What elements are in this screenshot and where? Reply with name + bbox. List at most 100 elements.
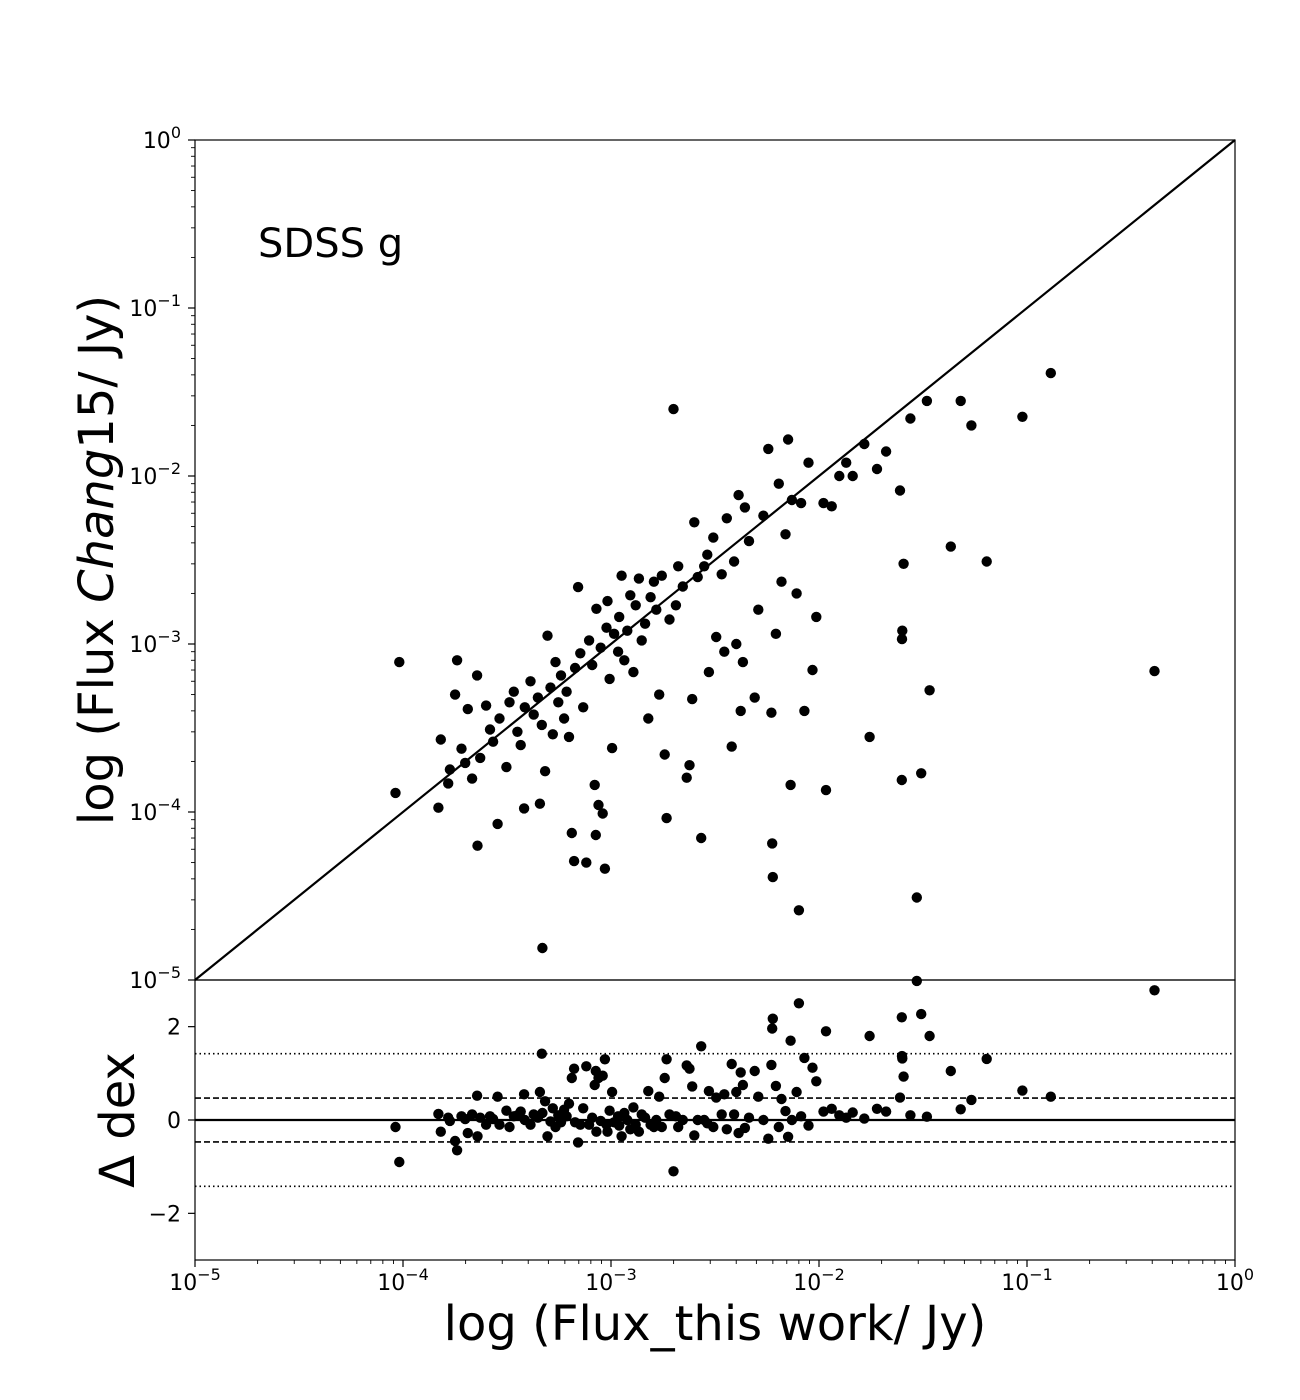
main-data-point xyxy=(435,734,446,745)
main-data-point xyxy=(466,773,478,784)
residual-data-point xyxy=(898,1071,909,1082)
main-data-point xyxy=(583,635,595,646)
main-data-point xyxy=(532,692,544,703)
main-data-point xyxy=(558,713,570,724)
main-data-point xyxy=(643,713,654,724)
main-data-point xyxy=(894,485,906,496)
residual-data-point xyxy=(687,1081,698,1092)
main-data-point xyxy=(803,457,814,468)
residual-data-point xyxy=(703,1085,715,1097)
residual-data-point xyxy=(542,1131,553,1142)
main-data-point xyxy=(897,625,908,636)
main-data-point xyxy=(593,799,604,811)
main-data-point xyxy=(633,573,645,584)
residual-data-point xyxy=(826,1103,837,1115)
residual-data-point xyxy=(737,1079,749,1091)
residual-data-point xyxy=(731,1086,742,1098)
residual-data-point xyxy=(566,1072,577,1084)
residual-y-axis-label: Δ dex xyxy=(90,1052,146,1188)
residual-axis-ticks xyxy=(188,1026,1236,1267)
main-data-point xyxy=(702,549,713,560)
main-data-point xyxy=(664,614,675,625)
residual-data-point xyxy=(966,1094,977,1106)
main-data-point xyxy=(472,840,483,851)
main-data-point xyxy=(692,571,703,583)
residual-y-tick-label: 0 xyxy=(167,1109,181,1134)
main-data-point xyxy=(719,646,730,657)
main-data-point xyxy=(648,576,660,587)
main-data-point xyxy=(826,501,837,512)
main-data-point xyxy=(589,779,600,791)
main-data-point xyxy=(766,707,777,718)
main-data-point xyxy=(767,838,778,849)
main-data-point xyxy=(670,600,682,611)
residual-y-tick-label: −2 xyxy=(149,1202,181,1227)
main-data-point xyxy=(451,655,463,666)
residual-data-point xyxy=(1017,1085,1028,1096)
residual-data-point xyxy=(501,1105,512,1116)
main-data-point xyxy=(898,558,909,569)
main-data-point xyxy=(449,689,461,700)
main-data-point xyxy=(955,395,966,407)
main-data-point xyxy=(444,764,456,775)
main-data-point xyxy=(518,803,530,814)
residual-data-point xyxy=(708,1121,719,1133)
residual-data-point xyxy=(981,1053,992,1065)
main-data-point xyxy=(684,760,695,771)
main-y-tick-labels: 10−5 10−4 10−3 10−2 10−1 100 xyxy=(129,123,181,994)
main-data-point xyxy=(475,752,486,764)
main-scatter-panel: 10−5 10−4 10−3 10−2 10−1 100 SDSS g log (Flux… xyxy=(69,123,1236,994)
main-data-point xyxy=(911,892,922,903)
residual-data-point xyxy=(749,1065,760,1077)
main-data-point xyxy=(614,611,625,623)
residual-data-point xyxy=(433,1108,444,1120)
main-data-point xyxy=(905,413,916,424)
main-data-point xyxy=(625,590,636,601)
main-data-point xyxy=(966,420,977,431)
main-data-point xyxy=(659,749,670,760)
main-data-point xyxy=(859,438,870,450)
residual-data-point xyxy=(859,1113,870,1124)
main-data-point xyxy=(542,630,553,641)
residual-data-point xyxy=(654,1091,665,1102)
main-data-point xyxy=(601,622,612,633)
x-axis-label: log (Flux_this work/ Jy) xyxy=(444,1296,987,1352)
residual-data-point xyxy=(587,1112,598,1123)
main-data-point xyxy=(773,478,784,489)
main-data-point xyxy=(462,703,473,715)
main-data-point xyxy=(716,569,727,580)
main-data-point xyxy=(654,689,665,700)
main-data-point xyxy=(753,604,764,615)
residual-data-point xyxy=(847,1107,858,1118)
residual-data-point xyxy=(820,1026,832,1037)
residual-data-point xyxy=(390,1121,401,1133)
residual-data-point xyxy=(763,1133,774,1144)
main-data-point xyxy=(728,556,740,567)
residual-data-point xyxy=(606,1086,618,1098)
one-to-one-line xyxy=(194,139,1236,981)
residual-data-point xyxy=(807,1062,818,1073)
main-data-point xyxy=(628,666,639,678)
residual-data-point xyxy=(880,1106,892,1117)
x-tick-label: 100 xyxy=(1216,1265,1254,1296)
main-data-point xyxy=(681,772,692,783)
main-data-point xyxy=(689,517,700,528)
main-data-point xyxy=(981,556,992,567)
main-data-point xyxy=(561,686,572,697)
main-data-point xyxy=(504,697,515,708)
main-data-point xyxy=(460,757,471,769)
residual-data-point xyxy=(716,1109,727,1120)
residual-data-point xyxy=(466,1109,478,1120)
main-data-point xyxy=(699,561,710,572)
residual-data-point xyxy=(726,1058,737,1070)
residual-data-point xyxy=(462,1127,473,1139)
x-tick-label: 10−5 xyxy=(169,1265,221,1296)
main-data-point xyxy=(525,676,536,687)
residual-data-point xyxy=(539,1096,551,1107)
residual-data-point xyxy=(472,1131,483,1142)
residual-data-point xyxy=(897,1053,908,1064)
main-data-point xyxy=(945,541,956,552)
main-data-point xyxy=(539,766,551,777)
main-data-point xyxy=(733,489,744,501)
main-data-point xyxy=(619,655,630,666)
